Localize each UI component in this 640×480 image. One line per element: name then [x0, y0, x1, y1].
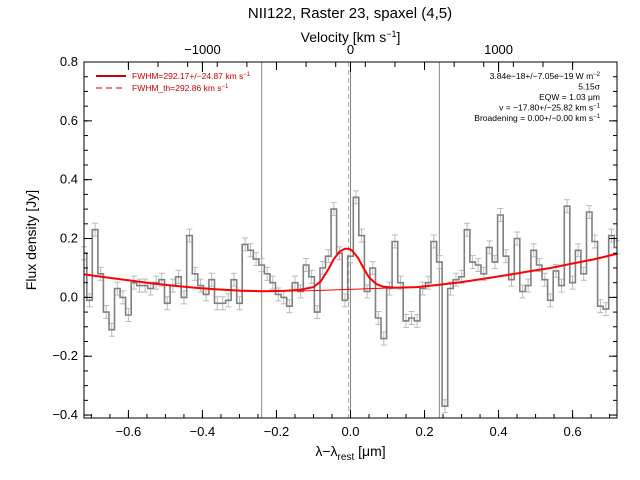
x-axis-title-sub: rest: [338, 452, 355, 463]
y-tick-label: 0.0: [60, 289, 78, 304]
annotation-main: 3.84e−18+/−7.05e−19 W m: [490, 71, 594, 81]
annotation-2: EQW = 1.03 μm: [539, 92, 600, 102]
legend-label-sup: −1: [222, 84, 230, 90]
chart-title: NII122, Raster 23, spaxel (4,5): [248, 5, 452, 22]
legend-label-main: FWHM=292.17+/−24.87 km s: [132, 71, 243, 81]
annotation-main: Broadening = 0.00+/−0.00 km s: [474, 113, 593, 123]
x-axis-title: λ−λrest [μm]: [315, 443, 385, 463]
x-tick-label: 0.6: [564, 424, 582, 439]
annotation-sup: −1: [593, 104, 601, 110]
plot-area: −0.6 −0.4 −0.2 0.0 0.2 0.4 0.6 −0.4 −0.2 0.0 0.2 0.…: [23, 29, 620, 463]
x-tick-label: −0.2: [264, 424, 290, 439]
y-tick-label: 0.4: [60, 172, 78, 187]
annotation-main: v = −17.80+/−25.82 km s: [499, 103, 593, 113]
top-x-tick-label: 1000: [484, 42, 513, 57]
top-x-tick-label: −1000: [184, 42, 221, 57]
fit-line: [83, 247, 618, 293]
y-tick-label: 0.8: [60, 54, 78, 69]
top-x-tick-label: 0: [347, 42, 354, 57]
top-x-axis-title: Velocity [km s−1]: [301, 29, 401, 45]
x-axis-title-unit: [μm]: [354, 443, 385, 459]
annotation-0: 3.84e−18+/−7.05e−19 W m−2: [490, 71, 601, 81]
y-tick-label: 0.6: [60, 113, 78, 128]
legend-label-0: FWHM=292.17+/−24.87 km s−1: [132, 71, 251, 81]
annotation-main: 5.15σ: [578, 82, 601, 92]
legend-label-main: FWHM_th=292.86 km s: [132, 83, 222, 93]
y-tick-label: −0.2: [52, 348, 78, 363]
top-x-axis-title-end: ]: [396, 29, 400, 45]
x-tick-label: 0.2: [415, 424, 433, 439]
x-axis-title-main: λ−λ: [315, 443, 337, 459]
annotation-1: 5.15σ: [578, 82, 601, 92]
y-axis-title: Flux density [Jy]: [23, 190, 39, 290]
annotation-sup: −1: [593, 114, 601, 120]
x-tick-label: −0.4: [190, 424, 216, 439]
legend-label-1: FWHM_th=292.86 km s−1: [132, 83, 229, 93]
annotation-4: Broadening = 0.00+/−0.00 km s−1: [474, 113, 600, 123]
legend-label-sup: −1: [243, 72, 251, 78]
x-tick-label: 0.4: [490, 424, 508, 439]
annotation-sup: −2: [593, 72, 601, 78]
annotation-main: EQW = 1.03 μm: [539, 92, 600, 102]
x-tick-label: −0.6: [116, 424, 142, 439]
annotation-3: v = −17.80+/−25.82 km s−1: [499, 103, 601, 113]
y-tick-label: −0.4: [52, 407, 78, 422]
y-tick-label: 0.2: [60, 231, 78, 246]
baseline-line: [239, 287, 388, 292]
top-x-axis-title-sup: −1: [386, 29, 396, 39]
x-tick-label: 0.0: [341, 424, 359, 439]
top-x-axis-title-main: Velocity [km s: [301, 29, 387, 45]
